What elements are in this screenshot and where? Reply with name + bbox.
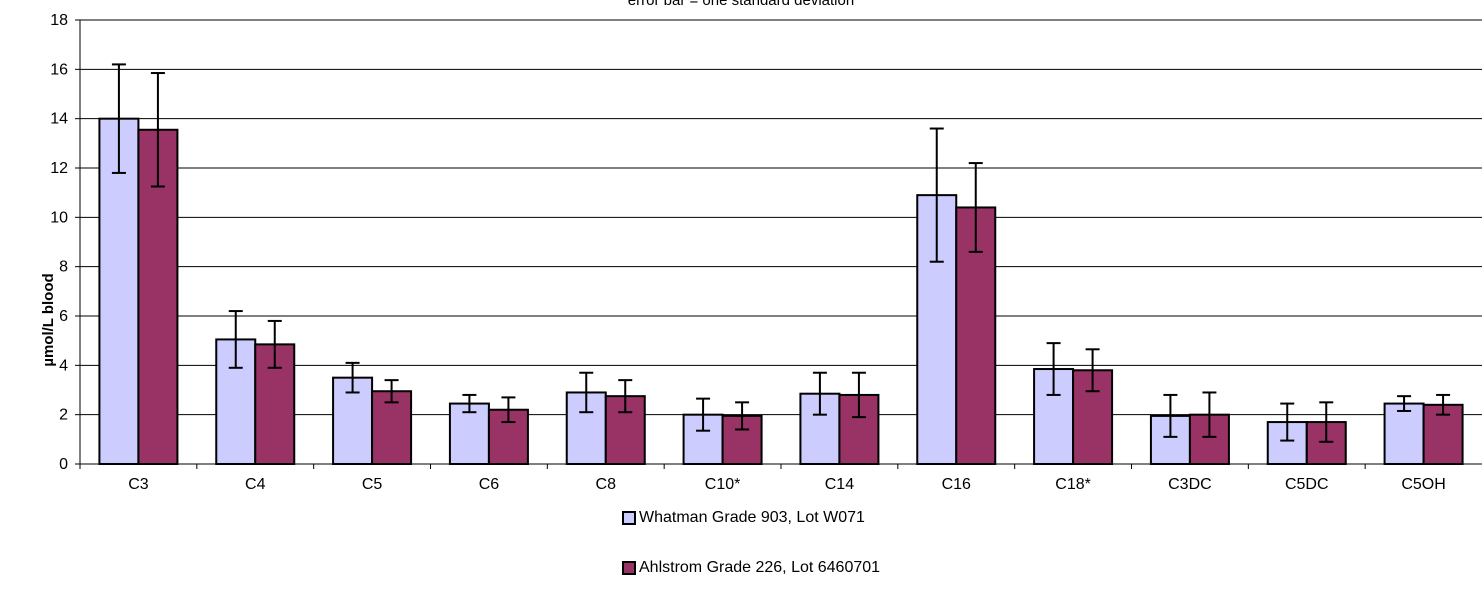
y-tick-label: 6 — [59, 308, 68, 325]
y-tick-label: 8 — [59, 259, 68, 276]
x-tick-label: C5OH — [1401, 476, 1445, 493]
y-tick-label: 12 — [50, 160, 68, 177]
y-axis-ticks: 0 2 4 6 8 10 12 14 16 18 — [50, 12, 80, 473]
y-tick-label: 16 — [50, 61, 68, 78]
chart-subtitle: error bar = one standard deviation — [627, 0, 855, 9]
legend-label-series-1: Whatman Grade 903, Lot W071 — [639, 509, 865, 526]
legend-item-series-1: Whatman Grade 903, Lot W071 — [622, 508, 880, 528]
x-tick-label: C4 — [245, 476, 266, 493]
bar-C5-series-2 — [371, 390, 413, 466]
legend-label-series-2: Ahlstrom Grade 226, Lot 6460701 — [639, 559, 881, 576]
x-tick-label: C6 — [479, 476, 500, 493]
x-tick-label: C10* — [705, 476, 741, 493]
x-tick-label: C5DC — [1285, 476, 1329, 493]
gridlines — [80, 19, 1482, 416]
error-bars — [111, 63, 1451, 443]
x-tick-label: C5 — [362, 476, 383, 493]
y-tick-label: 4 — [59, 357, 68, 374]
x-axis-ticks: C3 C4 C5 C6 C8 C10* C14 C16 C18* C3DC C5DC C5OH — [79, 464, 1446, 493]
bar-C5OH-series-1 — [1383, 402, 1425, 466]
bar-groups — [98, 117, 1464, 466]
x-tick-label: C14 — [825, 476, 854, 493]
x-tick-label: C8 — [596, 476, 617, 493]
y-tick-label: 18 — [50, 12, 68, 29]
y-tick-label: 10 — [50, 209, 68, 226]
legend-swatch-series-2 — [622, 561, 636, 575]
x-tick-label: C3 — [128, 476, 149, 493]
legend-item-series-2: Ahlstrom Grade 226, Lot 6460701 — [622, 558, 880, 578]
x-tick-label: C18* — [1055, 476, 1091, 493]
x-tick-label: C3DC — [1168, 476, 1212, 493]
y-tick-label: 2 — [59, 407, 68, 424]
legend-swatch-series-1 — [622, 511, 636, 525]
y-tick-label: 0 — [59, 456, 68, 473]
x-tick-label: C16 — [942, 476, 971, 493]
legend: Whatman Grade 903, Lot W071 Ahlstrom Gra… — [622, 508, 880, 608]
y-tick-label: 14 — [50, 111, 68, 128]
